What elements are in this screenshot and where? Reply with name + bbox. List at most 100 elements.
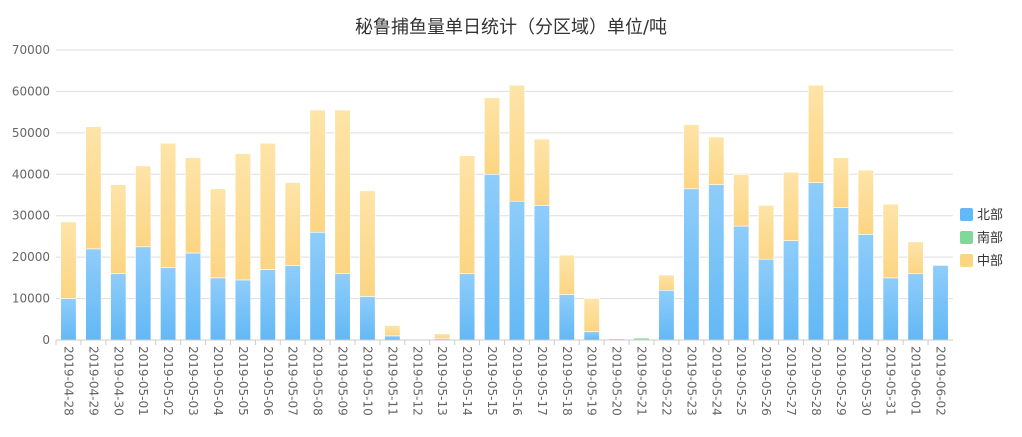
bar-segment [533, 138, 550, 206]
bar-segment [309, 109, 326, 233]
legend-label: 南部 [977, 230, 1003, 246]
x-tick-label: 2019-04-28 [61, 346, 75, 416]
bar-segment [359, 190, 376, 297]
bar-segment [807, 84, 824, 183]
gridlines [56, 49, 953, 341]
bar-segment [683, 124, 700, 190]
bar-segment [185, 252, 202, 341]
bar-segment [209, 277, 226, 341]
x-tick-label: 2019-05-18 [560, 346, 574, 416]
bar-segment [160, 267, 177, 341]
bar-segment [907, 273, 924, 341]
bar-segment [857, 169, 874, 235]
bar-segment [708, 136, 725, 185]
x-tick-label: 2019-05-25 [734, 346, 748, 416]
bar-segment [907, 241, 924, 275]
x-tick-label: 2019-05-15 [485, 346, 499, 416]
bar-segment [234, 279, 251, 341]
bar-segment [758, 258, 775, 341]
x-tick-label: 2019-05-22 [659, 346, 673, 416]
bar-segment [508, 200, 525, 341]
legend-item[interactable]: 南部 [960, 230, 1003, 246]
chart-title: 秘鲁捕鱼量单日统计（分区域）单位/吨 [355, 17, 667, 38]
bar-segment [758, 205, 775, 260]
bar-segment [284, 182, 301, 266]
bar-segment [783, 171, 800, 241]
bar-segment [583, 298, 600, 333]
bar-segment [60, 221, 77, 299]
x-tick-label: 2019-05-10 [360, 346, 374, 416]
x-tick-label: 2019-05-16 [510, 346, 524, 416]
bar-segment [558, 294, 575, 341]
bar-segment [882, 203, 899, 279]
bar-segment [284, 265, 301, 341]
legend-item[interactable]: 中部 [960, 254, 1003, 269]
bar-segment [234, 153, 251, 281]
y-axis-ticks: 0 10000 20000 30000 40000 50000 60000 70000 [12, 43, 50, 347]
x-tick-label: 2019-05-08 [311, 346, 325, 416]
bar-segment [533, 205, 550, 341]
x-tick-label: 2019-05-30 [859, 346, 873, 416]
bar-segment [783, 240, 800, 341]
bar-segment [932, 265, 949, 341]
x-tick-label: 2019-05-09 [336, 346, 350, 416]
bar-segment [334, 109, 351, 275]
bar-segment [384, 335, 401, 341]
legend-label: 北部 [977, 208, 1003, 223]
bar-segment [459, 155, 476, 275]
x-tick-label: 2019-05-28 [809, 346, 823, 416]
x-tick-label: 2019-05-01 [136, 346, 150, 416]
y-tick-label: 10000 [12, 292, 50, 306]
bar-segment [733, 173, 750, 227]
bar-segment [185, 157, 202, 254]
bar-segment [334, 273, 351, 341]
legend-swatch [960, 208, 973, 221]
bar-segment [583, 331, 600, 341]
x-tick-label: 2019-05-03 [186, 346, 200, 416]
x-tick-label: 2019-04-30 [111, 346, 125, 416]
bar-segment [85, 248, 102, 341]
bar-segment [484, 97, 501, 175]
x-tick-label: 2019-05-19 [585, 346, 599, 416]
legend-swatch [960, 254, 973, 267]
x-tick-label: 2019-05-07 [286, 346, 300, 416]
bar-segment [309, 231, 326, 341]
legend-swatch [960, 231, 973, 244]
x-tick-label: 2019-05-02 [161, 346, 175, 416]
bar-segment [434, 333, 451, 340]
x-tick-label: 2019-04-29 [86, 346, 100, 416]
x-tick-label: 2019-05-12 [410, 346, 424, 416]
bar-segment [135, 246, 152, 341]
bar-segment [459, 273, 476, 341]
bar-segment [384, 325, 401, 337]
x-tick-label: 2019-05-11 [385, 346, 399, 416]
x-tick-label: 2019-05-14 [460, 346, 474, 416]
x-tick-label: 2019-05-26 [759, 346, 773, 416]
x-tick-label: 2019-06-01 [909, 346, 923, 416]
bar-segment [259, 269, 276, 341]
y-tick-label: 60000 [12, 84, 50, 98]
x-tick-label: 2019-05-24 [709, 346, 723, 416]
legend-item[interactable]: 北部 [960, 208, 1003, 223]
bar-segment [508, 84, 525, 202]
bar-segment [484, 173, 501, 341]
x-tick-label: 2019-05-23 [684, 346, 698, 416]
bar-segment [708, 184, 725, 341]
bar-segment [558, 254, 575, 295]
x-tick-label: 2019-05-29 [834, 346, 848, 416]
bar-segment [658, 274, 675, 291]
bar-segment [85, 126, 102, 250]
bars [60, 84, 949, 341]
bar-segment [209, 188, 226, 279]
bar-segment [259, 142, 276, 270]
y-tick-label: 0 [42, 333, 50, 347]
x-tick-label: 2019-05-31 [884, 346, 898, 416]
bar-segment [857, 234, 874, 341]
y-tick-label: 20000 [12, 250, 50, 264]
bar-segment [807, 182, 824, 341]
legend-label: 中部 [977, 254, 1003, 269]
bar-segment [683, 188, 700, 341]
bar-segment [60, 298, 77, 341]
